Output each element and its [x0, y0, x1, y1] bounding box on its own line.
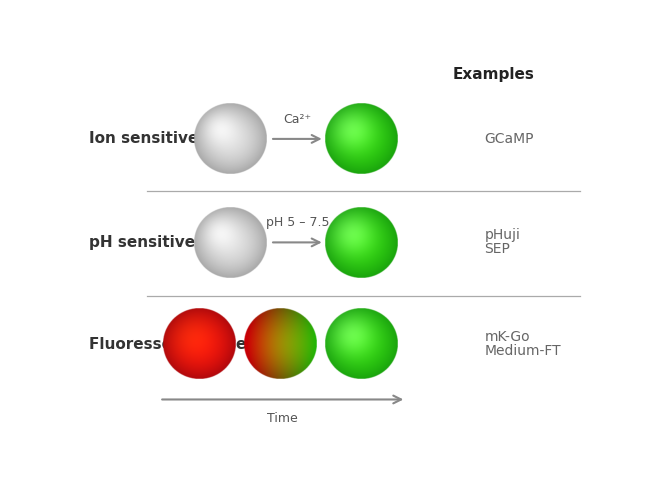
- Text: SEP: SEP: [484, 242, 510, 256]
- Text: Medium-FT: Medium-FT: [484, 344, 561, 358]
- Text: Examples: Examples: [453, 67, 534, 82]
- Text: Time: Time: [267, 412, 298, 425]
- Text: Fluoresscent Timer: Fluoresscent Timer: [89, 336, 254, 351]
- Text: Ca²⁺: Ca²⁺: [283, 113, 311, 126]
- Text: Ion sensitive: Ion sensitive: [89, 132, 198, 146]
- Text: GCaMP: GCaMP: [484, 132, 534, 146]
- Text: mK-Go: mK-Go: [484, 330, 530, 344]
- Text: pH 5 – 7.5: pH 5 – 7.5: [266, 216, 329, 229]
- Text: pH sensitive: pH sensitive: [89, 235, 195, 250]
- Text: pHuji: pHuji: [484, 228, 520, 242]
